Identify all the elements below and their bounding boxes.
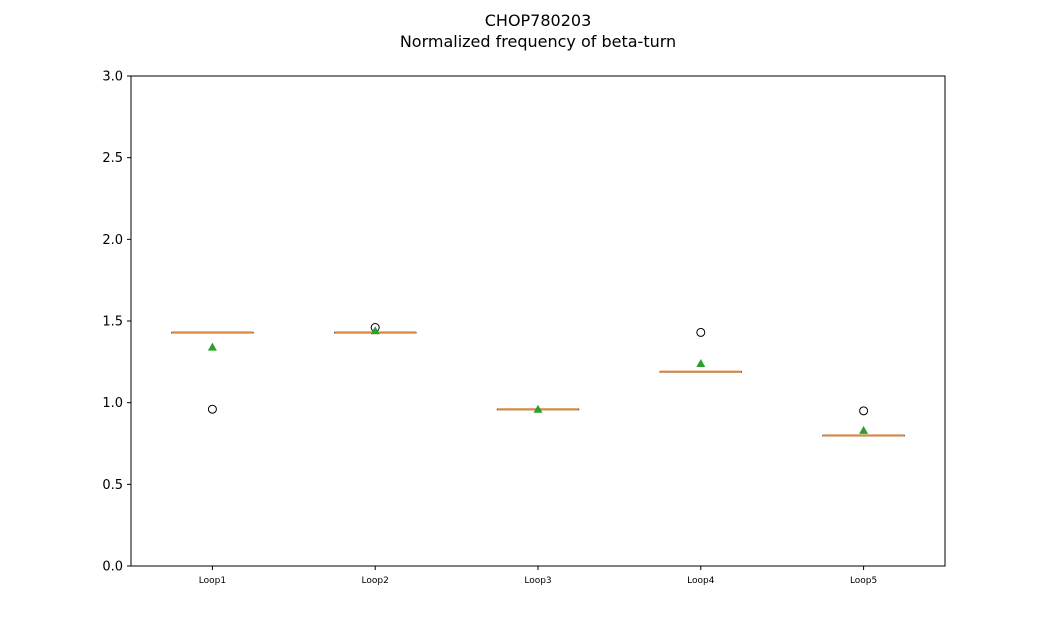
outlier-point — [696, 327, 706, 337]
y-tick-label: 0.0 — [102, 560, 123, 575]
y-tick-label: 3.0 — [102, 70, 123, 85]
y-tick-label: 1.0 — [102, 396, 123, 411]
y-axis: 0.0 0.5 1.0 1.5 2.0 2.5 3.0 — [102, 70, 131, 575]
plot-marks — [171, 323, 905, 437]
mean-marker — [207, 342, 217, 351]
y-tick-label: 1.5 — [102, 315, 123, 330]
box-loop5 — [822, 406, 905, 437]
chart-title: CHOP780203 — [485, 11, 592, 30]
x-tick-label: Loop4 — [687, 576, 715, 586]
x-tick-label: Loop5 — [850, 576, 877, 586]
y-tick-label: 0.5 — [102, 478, 123, 493]
box-loop2 — [334, 323, 417, 335]
plot-frame — [130, 75, 946, 567]
x-axis: Loop1 Loop2 Loop3 Loop4 Loop5 — [199, 566, 877, 586]
outlier-point — [859, 406, 869, 416]
chart-subtitle: Normalized frequency of beta-turn — [400, 32, 676, 51]
box-loop3 — [496, 404, 580, 413]
y-tick-label: 2.5 — [102, 151, 123, 166]
mean-marker — [859, 425, 869, 434]
y-tick-label: 2.0 — [102, 233, 123, 248]
outlier-point — [207, 404, 217, 414]
x-tick-label: Loop3 — [524, 576, 551, 586]
x-tick-label: Loop1 — [199, 576, 226, 586]
mean-marker — [696, 358, 706, 367]
box-loop1 — [171, 331, 254, 414]
mean-marker — [533, 404, 543, 413]
box-loop4 — [659, 327, 742, 373]
mean-marker — [370, 326, 380, 335]
x-tick-label: Loop2 — [362, 576, 389, 586]
